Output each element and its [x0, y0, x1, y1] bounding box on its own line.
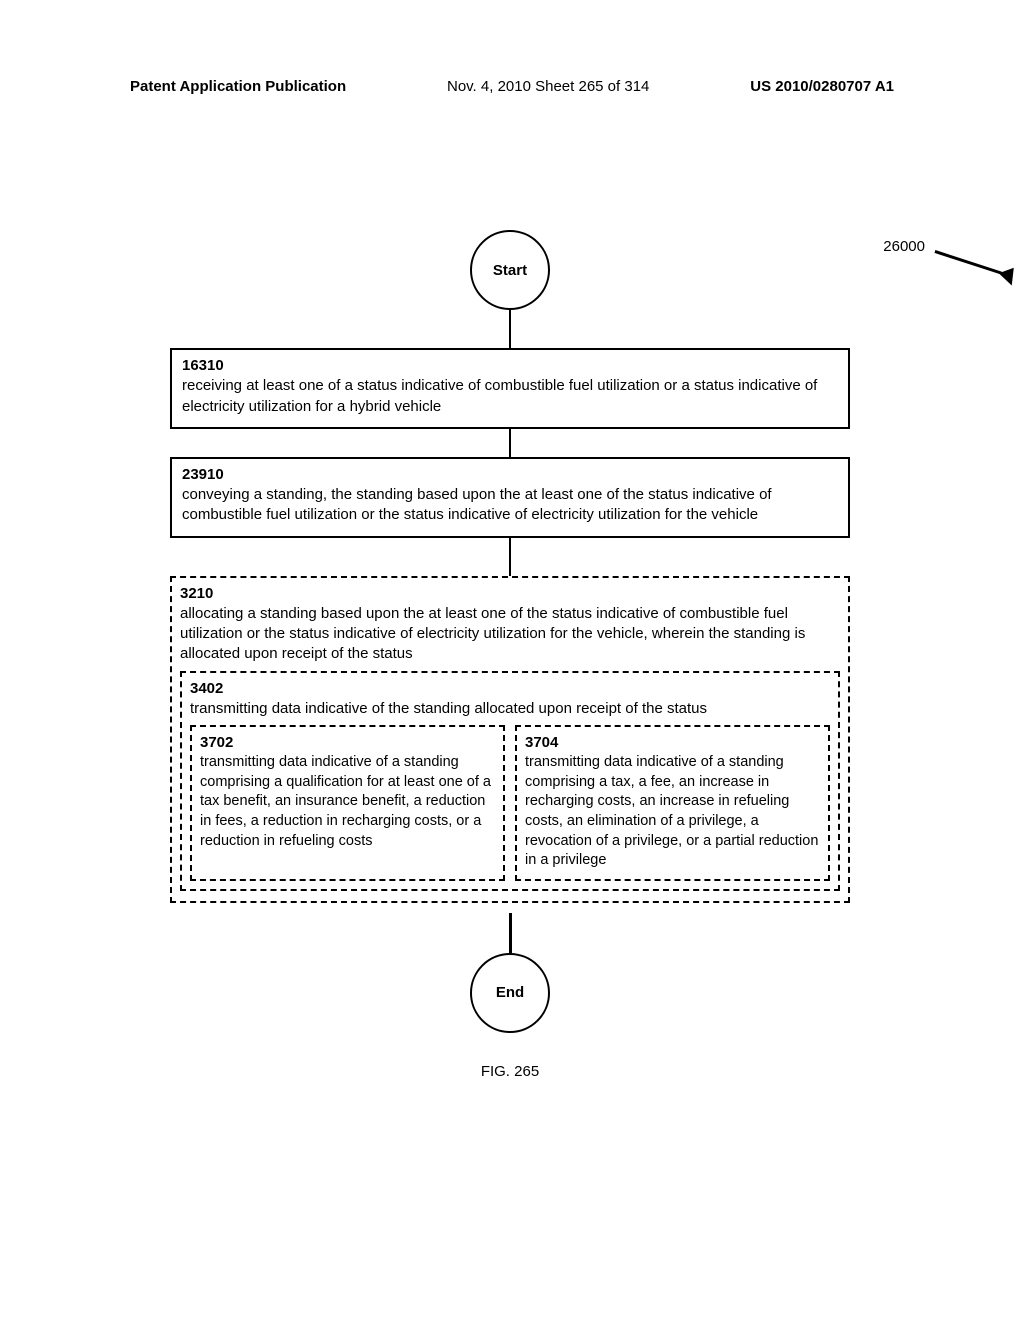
ref-26000: 26000 [883, 238, 925, 255]
box-3402-text: transmitting data indicative of the stan… [190, 699, 830, 719]
connector-1 [509, 310, 512, 348]
box-3702: 3702 transmitting data indicative of a s… [190, 725, 505, 881]
start-node: Start [470, 230, 550, 310]
box-23910-text: conveying a standing, the standing based… [182, 485, 838, 526]
end-label: End [496, 984, 524, 1001]
box-16310-num: 16310 [182, 356, 838, 376]
box-3704: 3704 transmitting data indicative of a s… [515, 725, 830, 881]
figure-label: FIG. 265 [170, 1063, 850, 1080]
box-3402: 3402 transmitting data indicative of the… [180, 671, 840, 891]
box-3210: 3210 allocating a standing based upon th… [170, 576, 850, 903]
end-connector-group: End [170, 913, 850, 1033]
start-label: Start [493, 262, 527, 279]
ref-arrow: 26000 [935, 250, 1024, 253]
box-3210-text: allocating a standing based upon the at … [180, 604, 840, 665]
box-16310-text: receiving at least one of a status indic… [182, 376, 838, 417]
header-right: US 2010/0280707 A1 [750, 78, 894, 95]
flowchart: Start 26000 16310 receiving at least one… [170, 230, 850, 1080]
box-3702-num: 3702 [200, 733, 495, 753]
header-left: Patent Application Publication [130, 78, 346, 95]
end-node: End [470, 953, 550, 1033]
connector-2 [509, 429, 512, 457]
box-3702-text: transmitting data indicative of a standi… [200, 753, 495, 851]
connector-3 [509, 538, 512, 576]
box-3402-row: 3702 transmitting data indicative of a s… [190, 725, 830, 881]
page-header: Patent Application Publication Nov. 4, 2… [0, 78, 1024, 95]
box-3210-num: 3210 [180, 584, 840, 604]
box-23910: 23910 conveying a standing, the standing… [170, 457, 850, 538]
box-3402-num: 3402 [190, 679, 830, 699]
box-16310: 16310 receiving at least one of a status… [170, 348, 850, 429]
box-3704-text: transmitting data indicative of a standi… [525, 753, 820, 870]
header-center: Nov. 4, 2010 Sheet 265 of 314 [447, 78, 649, 95]
box-3704-num: 3704 [525, 733, 820, 753]
box-23910-num: 23910 [182, 465, 838, 485]
